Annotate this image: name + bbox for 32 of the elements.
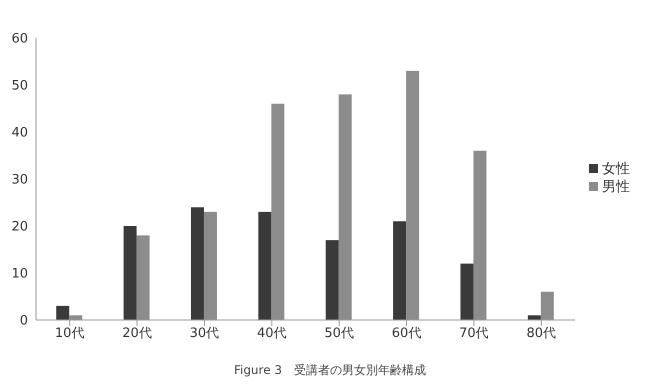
bar	[190, 207, 204, 320]
bar	[136, 235, 150, 320]
bar	[326, 240, 339, 320]
bar	[271, 104, 284, 320]
x-tick-label: 30代	[190, 326, 220, 342]
bar	[204, 212, 217, 320]
bar	[258, 212, 272, 320]
bar	[393, 221, 406, 320]
x-tick-label: 70代	[459, 326, 489, 342]
bar	[338, 94, 352, 320]
x-tick-label: 10代	[54, 326, 84, 342]
bar	[124, 226, 137, 320]
y-tick-label: 10	[11, 266, 28, 282]
y-tick-label: 30	[11, 172, 28, 188]
x-tick-label: 60代	[392, 326, 422, 342]
y-tick-label: 20	[11, 220, 28, 235]
bar	[473, 150, 486, 320]
legend-label: 男性	[602, 178, 630, 194]
x-tick-label: 40代	[257, 326, 287, 342]
bar	[460, 264, 474, 320]
y-tick-label: 60	[11, 32, 28, 47]
x-tick-label: 80代	[526, 326, 556, 342]
legend-label: 女性	[602, 160, 630, 176]
x-tick-label: 20代	[122, 326, 152, 342]
y-tick-label: 40	[11, 126, 28, 141]
bar	[56, 306, 70, 320]
caption: Figure 3 受講者の男女別年齢構成	[232, 362, 428, 379]
x-tick-label: 50代	[324, 326, 354, 342]
y-tick-label: 50	[11, 78, 28, 94]
y-tick-label: 0	[20, 314, 28, 329]
bar	[406, 70, 420, 320]
bar	[540, 292, 554, 320]
